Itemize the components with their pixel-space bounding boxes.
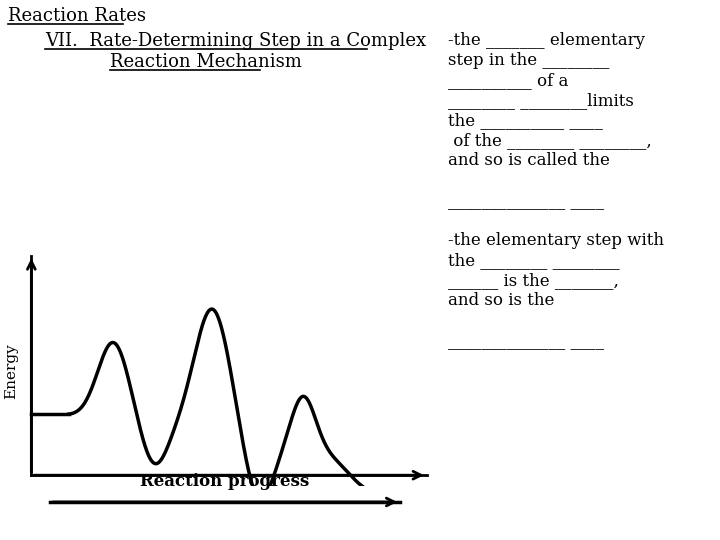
Text: ______ is the _______,: ______ is the _______, — [448, 272, 619, 289]
Text: VII.  Rate-Determining Step in a Complex: VII. Rate-Determining Step in a Complex — [45, 32, 426, 50]
Text: step in the ________: step in the ________ — [448, 52, 609, 69]
Text: -the elementary step with: -the elementary step with — [448, 232, 664, 249]
Text: Reaction Mechanism: Reaction Mechanism — [110, 53, 302, 71]
Text: the __________ ____: the __________ ____ — [448, 112, 603, 129]
Text: ______________ ____: ______________ ____ — [448, 332, 604, 349]
Text: Reaction progress: Reaction progress — [140, 473, 310, 490]
Text: and so is called the: and so is called the — [448, 152, 610, 169]
Text: Energy: Energy — [4, 343, 18, 399]
Text: ______________ ____: ______________ ____ — [448, 192, 604, 209]
Text: of the ________ ________,: of the ________ ________, — [448, 132, 652, 149]
Text: and so is the: and so is the — [448, 292, 554, 309]
Text: __________ of a: __________ of a — [448, 72, 568, 89]
Text: ________ ________limits: ________ ________limits — [448, 92, 634, 109]
Text: the ________ ________: the ________ ________ — [448, 252, 620, 269]
Text: Reaction Rates: Reaction Rates — [8, 7, 146, 25]
Text: -the _______ elementary: -the _______ elementary — [448, 32, 645, 49]
